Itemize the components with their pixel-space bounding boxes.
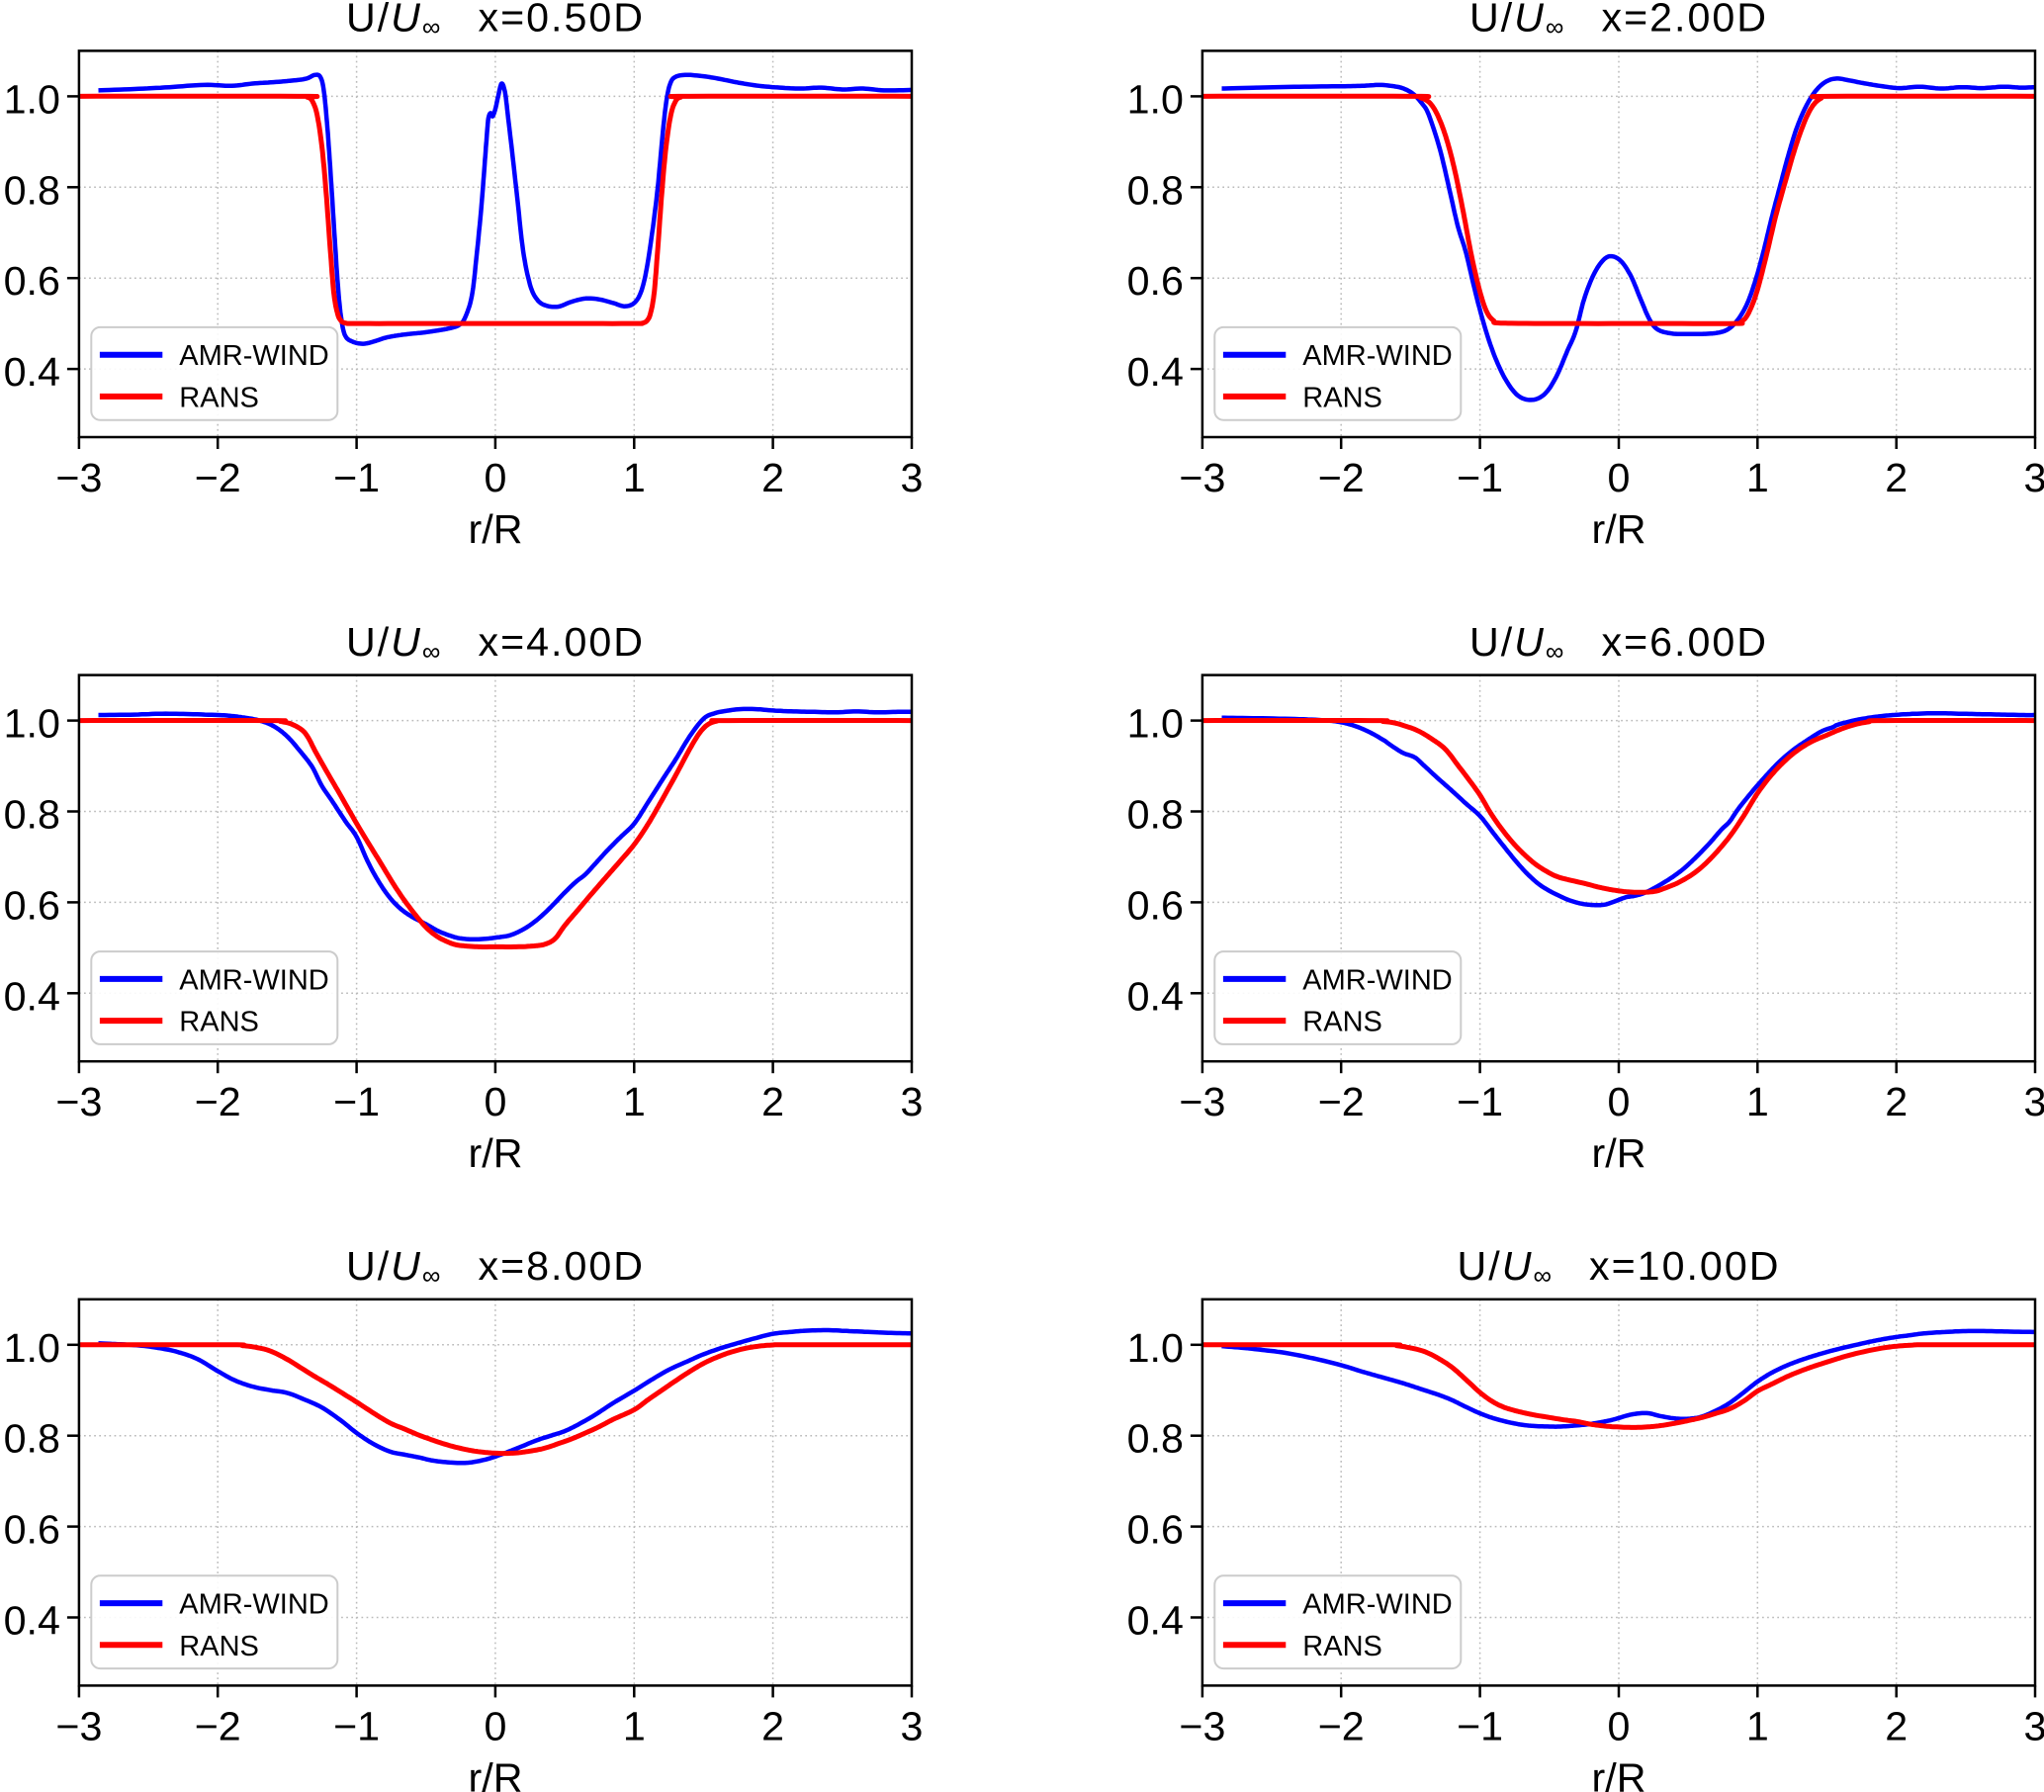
svg-text:0.4: 0.4 <box>1127 973 1184 1019</box>
svg-text:0.8: 0.8 <box>4 167 60 213</box>
svg-text:1: 1 <box>623 1703 646 1748</box>
svg-text:U/U∞ x=0.50D: U/U∞ x=0.50D <box>346 0 645 42</box>
svg-text:0.4: 0.4 <box>1127 1598 1184 1644</box>
svg-text:1.0: 1.0 <box>4 1325 60 1371</box>
svg-text:U/U∞ x=2.00D: U/U∞ x=2.00D <box>1469 0 1768 42</box>
svg-text:3: 3 <box>901 1079 924 1124</box>
svg-text:1: 1 <box>1746 455 1769 500</box>
svg-text:0.6: 0.6 <box>1127 882 1184 928</box>
svg-text:RANS: RANS <box>1302 1631 1382 1662</box>
svg-text:−2: −2 <box>195 1703 241 1748</box>
svg-text:3: 3 <box>2024 1703 2044 1748</box>
svg-text:r/R: r/R <box>469 1754 523 1792</box>
svg-text:U/U∞ x=10.00D: U/U∞ x=10.00D <box>1458 1243 1781 1291</box>
svg-text:3: 3 <box>2024 455 2044 500</box>
svg-text:U/U∞ x=6.00D: U/U∞ x=6.00D <box>1469 619 1768 667</box>
svg-text:0.4: 0.4 <box>1127 349 1184 395</box>
svg-text:1: 1 <box>1746 1079 1769 1124</box>
svg-text:0: 0 <box>484 1079 506 1124</box>
svg-text:−1: −1 <box>1457 455 1503 500</box>
svg-text:0.6: 0.6 <box>4 258 60 304</box>
svg-text:1: 1 <box>623 1079 646 1124</box>
svg-text:0.8: 0.8 <box>4 792 60 838</box>
svg-text:r/R: r/R <box>1592 506 1646 552</box>
svg-text:−1: −1 <box>1457 1079 1503 1124</box>
svg-text:−1: −1 <box>333 1703 380 1748</box>
svg-text:r/R: r/R <box>469 1130 523 1176</box>
svg-text:−2: −2 <box>1318 1703 1365 1748</box>
svg-text:1.0: 1.0 <box>4 701 60 747</box>
svg-text:0: 0 <box>1608 1079 1631 1124</box>
svg-text:0.8: 0.8 <box>1127 792 1184 838</box>
svg-text:−3: −3 <box>1179 455 1225 500</box>
svg-text:2: 2 <box>1885 1703 1908 1748</box>
svg-text:−2: −2 <box>195 455 241 500</box>
svg-text:RANS: RANS <box>179 1631 259 1662</box>
svg-text:−3: −3 <box>55 455 102 500</box>
svg-text:3: 3 <box>901 1703 924 1748</box>
svg-text:1.0: 1.0 <box>1127 701 1184 747</box>
svg-text:r/R: r/R <box>469 506 523 552</box>
svg-text:U/U∞ x=4.00D: U/U∞ x=4.00D <box>346 619 645 667</box>
svg-text:0.8: 0.8 <box>1127 1416 1184 1462</box>
svg-text:0.8: 0.8 <box>4 1416 60 1462</box>
svg-text:2: 2 <box>1885 455 1908 500</box>
svg-text:−3: −3 <box>55 1703 102 1748</box>
svg-text:2: 2 <box>1885 1079 1908 1124</box>
svg-text:1.0: 1.0 <box>1127 76 1184 122</box>
svg-text:AMR-WIND: AMR-WIND <box>1302 340 1452 372</box>
svg-text:0.8: 0.8 <box>1127 167 1184 213</box>
svg-text:0.4: 0.4 <box>4 349 60 395</box>
svg-text:−3: −3 <box>1179 1703 1225 1748</box>
svg-text:3: 3 <box>901 455 924 500</box>
svg-text:0.6: 0.6 <box>1127 1507 1184 1553</box>
svg-text:2: 2 <box>761 455 784 500</box>
svg-text:−3: −3 <box>55 1079 102 1124</box>
svg-text:−1: −1 <box>1457 1703 1503 1748</box>
svg-text:1.0: 1.0 <box>4 76 60 122</box>
svg-text:r/R: r/R <box>1592 1754 1646 1792</box>
svg-text:AMR-WIND: AMR-WIND <box>179 964 328 996</box>
svg-text:3: 3 <box>2024 1079 2044 1124</box>
svg-text:RANS: RANS <box>1302 1007 1382 1038</box>
svg-text:r/R: r/R <box>1592 1130 1646 1176</box>
svg-text:AMR-WIND: AMR-WIND <box>1302 1589 1452 1621</box>
svg-text:AMR-WIND: AMR-WIND <box>179 340 328 372</box>
svg-text:−2: −2 <box>1318 1079 1365 1124</box>
svg-text:0.6: 0.6 <box>4 1507 60 1553</box>
svg-text:−2: −2 <box>1318 455 1365 500</box>
svg-text:AMR-WIND: AMR-WIND <box>179 1589 328 1621</box>
svg-text:1.0: 1.0 <box>1127 1325 1184 1371</box>
svg-text:2: 2 <box>761 1079 784 1124</box>
svg-text:0: 0 <box>484 455 506 500</box>
svg-text:2: 2 <box>761 1703 784 1748</box>
svg-text:0.4: 0.4 <box>4 973 60 1019</box>
svg-text:1: 1 <box>1746 1703 1769 1748</box>
svg-text:0: 0 <box>484 1703 506 1748</box>
svg-text:RANS: RANS <box>179 382 259 413</box>
svg-text:RANS: RANS <box>179 1007 259 1038</box>
svg-text:RANS: RANS <box>1302 382 1382 413</box>
svg-text:−1: −1 <box>333 455 380 500</box>
svg-text:0.6: 0.6 <box>4 882 60 928</box>
svg-text:0.6: 0.6 <box>1127 258 1184 304</box>
svg-text:−2: −2 <box>195 1079 241 1124</box>
svg-text:1: 1 <box>623 455 646 500</box>
svg-text:0.4: 0.4 <box>4 1598 60 1644</box>
svg-text:−3: −3 <box>1179 1079 1225 1124</box>
svg-text:AMR-WIND: AMR-WIND <box>1302 964 1452 996</box>
svg-text:0: 0 <box>1608 1703 1631 1748</box>
svg-text:0: 0 <box>1608 455 1631 500</box>
svg-text:−1: −1 <box>333 1079 380 1124</box>
svg-text:U/U∞ x=8.00D: U/U∞ x=8.00D <box>346 1243 645 1291</box>
